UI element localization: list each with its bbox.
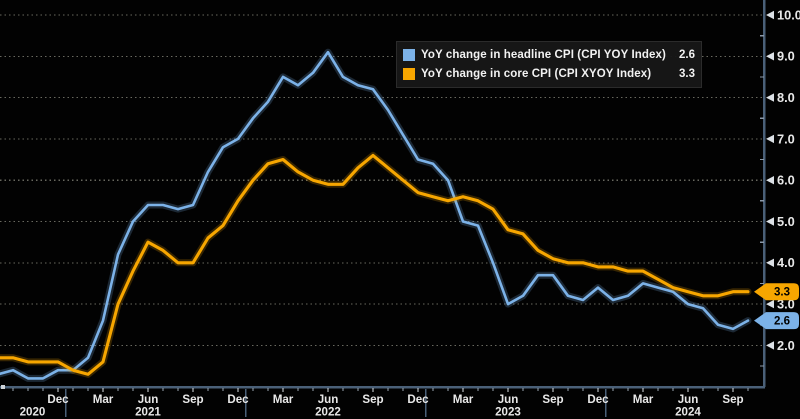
year-label: 2024 [675,406,701,419]
last-value-badge-text: 2.6 [774,316,790,328]
y-axis-label: 9.0 [777,49,795,64]
year-label: 2022 [315,406,341,419]
month-label: Mar [93,393,114,406]
month-label: Jun [318,393,339,406]
y-tick-arrow-icon [766,341,774,350]
last-value-badge [754,283,799,301]
month-label: Jun [138,393,159,406]
last-value-badge-text: 3.3 [774,287,790,299]
core-cpi-swatch-icon [403,67,415,80]
y-tick-arrow-icon [766,299,774,309]
month-label: Sep [182,393,203,406]
month-label: Sep [722,393,743,406]
legend-item-headline-cpi[interactable]: YoY change in headline CPI (CPI YOY Inde… [403,45,695,64]
month-label: Sep [362,393,383,406]
y-tick-arrow-icon [766,10,774,20]
y-axis-label: 4.0 [777,255,795,270]
y-axis-label: 10.0 [777,7,800,22]
y-tick-arrow-icon [766,93,774,102]
month-label: Mar [273,393,294,406]
headline-cpi-swatch-icon [403,48,415,61]
legend-last-value: 3.3 [679,67,695,80]
y-axis-label: 7.0 [777,131,795,146]
month-label: Dec [227,393,249,406]
legend-item-core-cpi[interactable]: YoY change in core CPI (CPI XYOY Index) … [403,64,695,83]
y-tick-arrow-icon [766,258,774,267]
headline-cpi-line [0,50,750,380]
year-label: 2023 [495,406,521,419]
month-label: Dec [47,393,69,406]
core-cpi-line [0,153,750,376]
y-axis-label: 8.0 [777,90,795,105]
y-tick-arrow-icon [766,176,774,185]
y-tick-arrow-icon [766,217,774,226]
legend-label: YoY change in core CPI (CPI XYOY Index) [421,67,652,80]
last-value-badge [754,312,799,330]
month-label: Dec [587,393,609,406]
y-tick-arrow-icon [766,52,774,61]
month-label: Dec [407,393,429,406]
month-label: Sep [542,393,563,406]
y-axis-label: 6.0 [777,173,795,188]
y-axis-label: 3.0 [777,297,795,312]
month-label: Mar [633,393,654,406]
axis-origin-tick [1,385,5,389]
year-label: 2020 [20,406,46,419]
month-label: Mar [453,393,474,406]
legend-last-value: 2.6 [679,48,695,61]
legend-label: YoY change in headline CPI (CPI YOY Inde… [421,48,666,61]
month-label: Jun [498,393,519,406]
month-label: Jun [678,393,699,406]
y-tick-arrow-icon [766,134,774,144]
year-label: 2021 [135,406,161,419]
chart-legend: YoY change in headline CPI (CPI YOY Inde… [396,41,702,88]
y-axis-label: 2.0 [777,338,795,353]
y-axis-label: 5.0 [777,214,795,229]
